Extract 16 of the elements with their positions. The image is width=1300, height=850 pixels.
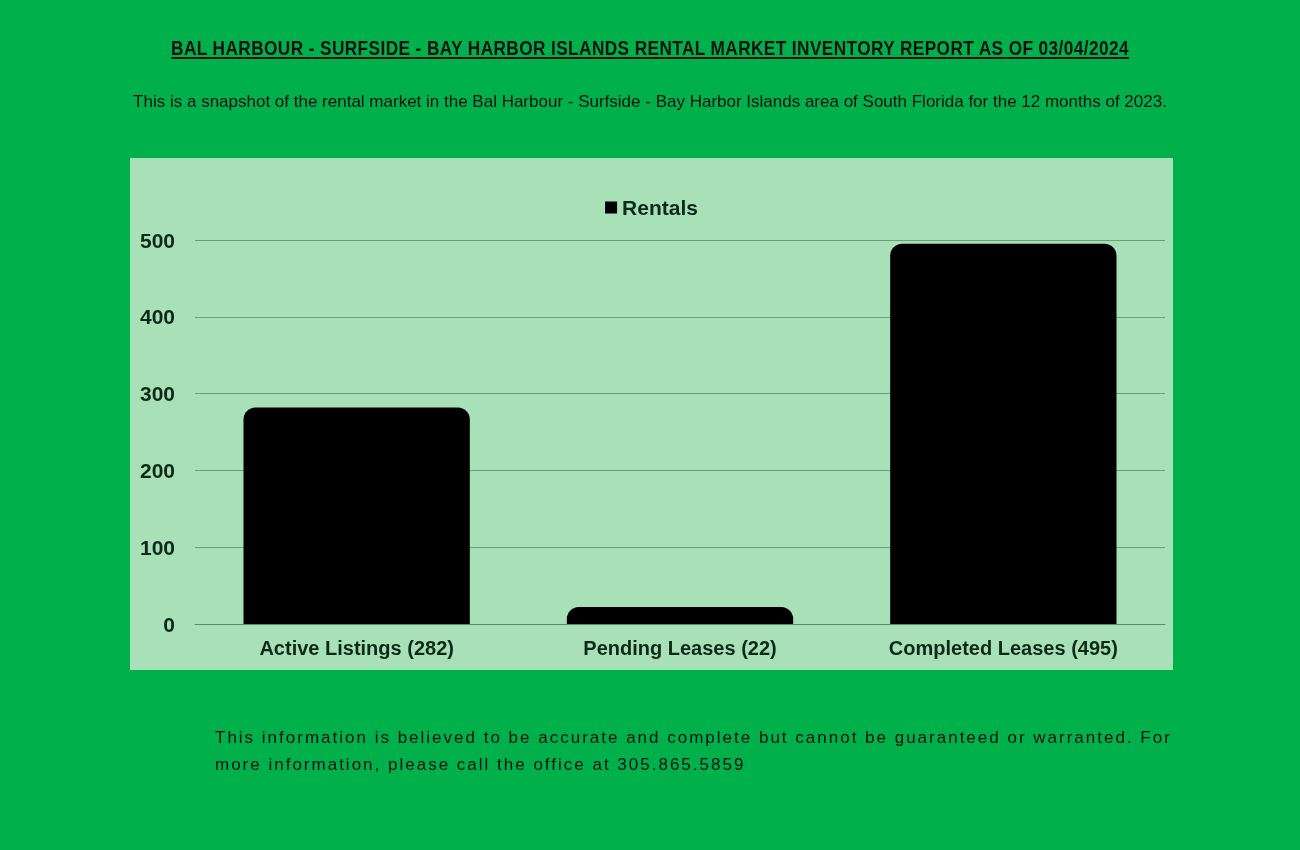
bar (566, 607, 794, 624)
x-tick-label: Pending Leases (22) (583, 637, 777, 659)
y-tick-label: 200 (139, 458, 175, 482)
bar (243, 407, 470, 624)
y-tick-label: 300 (139, 382, 175, 406)
chart-title: BAL HARBOUR - SURFSIDE - BAY HARBOR ISLANDS RENTAL MARKET INVENTORY REPORT AS OF 03/04/2024 (170, 36, 1130, 60)
y-tick-label: 500 (139, 228, 175, 252)
text: This information is believed to be accurate and complete but cannot be guaranteed or warranted. For more information, please call the office at 305.865.5859 (215, 727, 1173, 776)
y-tick-label: 100 (139, 535, 175, 559)
y-tick-label: 400 (139, 305, 175, 329)
x-tick-label: Active Listings (282) (259, 637, 454, 659)
chart-subtitle: This is a snapshot of the rental market in the Bal Harbour - Surfside - Bay Harbor Islands area of South Florida for the 12 months of 2023. (132, 91, 1168, 113)
y-tick-label: 0 (163, 612, 175, 636)
x-tick-label: Completed Leases (495) (888, 637, 1118, 659)
bar (890, 243, 1117, 624)
legend-label: Rentals (622, 196, 698, 219)
